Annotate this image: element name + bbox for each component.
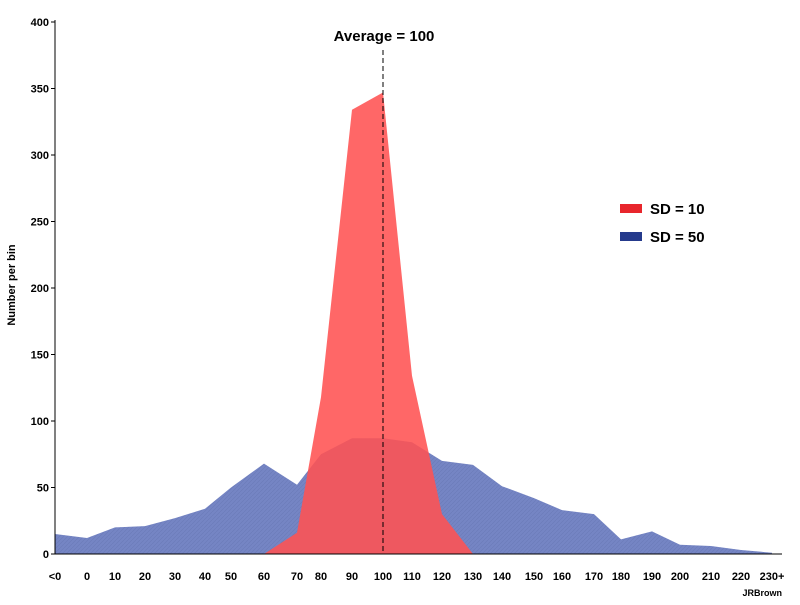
series-area-sd-10: [55, 92, 772, 554]
x-tick-label: 220: [732, 571, 750, 583]
legend-label: SD = 10: [650, 201, 705, 218]
y-tick-label: 400: [31, 17, 49, 29]
y-tick-label: 0: [43, 549, 49, 561]
x-tick-label: 130: [464, 571, 482, 583]
x-tick-label: 150: [525, 571, 543, 583]
x-tick-label: 180: [612, 571, 630, 583]
x-tick-label: 210: [702, 571, 720, 583]
x-tick-label: 230+: [760, 571, 785, 583]
x-tick-label: <0: [49, 571, 62, 583]
x-tick-label: 100: [374, 571, 392, 583]
x-tick-label: 80: [315, 571, 327, 583]
x-tick-label: 10: [109, 571, 121, 583]
x-tick-label: 70: [291, 571, 303, 583]
y-tick-label: 50: [37, 483, 49, 495]
y-tick-label: 250: [31, 217, 49, 229]
y-axis-label: Number per bin: [6, 244, 18, 326]
average-annotation: Average = 100: [334, 28, 435, 45]
x-tick-label: 120: [433, 571, 451, 583]
x-tick-label: 140: [493, 571, 511, 583]
x-tick-label: 20: [139, 571, 151, 583]
y-tick-label: 150: [31, 350, 49, 362]
x-tick-label: 50: [225, 571, 237, 583]
x-tick-label: 190: [643, 571, 661, 583]
legend-swatch: [620, 204, 642, 213]
x-tick-label: 200: [671, 571, 689, 583]
x-tick-label: 160: [553, 571, 571, 583]
legend: SD = 10 SD = 50: [620, 201, 705, 246]
legend-label: SD = 50: [650, 229, 705, 246]
x-tick-label: 30: [169, 571, 181, 583]
x-tick-label: 0: [84, 571, 90, 583]
legend-swatch: [620, 232, 642, 241]
x-tick-label: 40: [199, 571, 211, 583]
x-tick-label: 110: [403, 571, 421, 583]
y-tick-label: 300: [31, 150, 49, 162]
y-tick-label: 350: [31, 84, 49, 96]
y-tick-label: 100: [31, 416, 49, 428]
x-tick-label: 60: [258, 571, 270, 583]
x-tick-label: 90: [346, 571, 358, 583]
y-tick-label: 200: [31, 283, 49, 295]
credit-label: JRBrown: [742, 588, 782, 598]
x-tick-label: 170: [585, 571, 603, 583]
